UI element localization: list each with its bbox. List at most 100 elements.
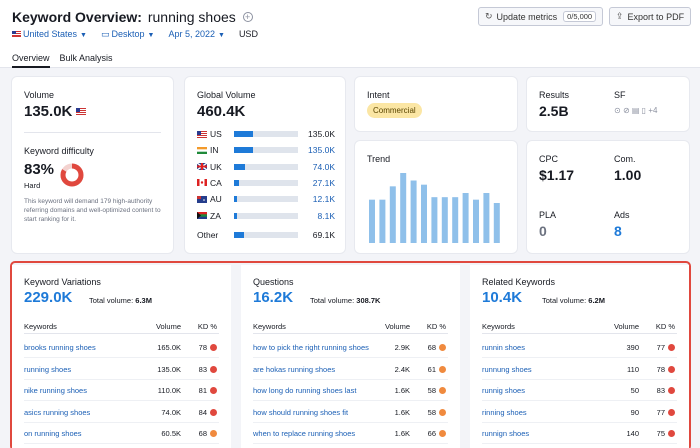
- table-row: how to pick the right running shoes 2.9K 6…: [253, 337, 448, 358]
- update-metrics-button[interactable]: ↻ Update metrics 0/5,000: [478, 7, 604, 26]
- trend-bar[interactable]: [462, 193, 469, 243]
- kd-indicator-icon: [668, 408, 675, 416]
- device-select[interactable]: ▭ Desktop ▼: [101, 29, 154, 40]
- us-flag-icon: [76, 108, 86, 115]
- kd-indicator-icon: [210, 387, 217, 394]
- trend-bar[interactable]: [473, 199, 479, 243]
- table-row: brooks running shoes 165.0K 78: [24, 337, 219, 358]
- table-row: are hokas running shoes 2.4K 61: [253, 359, 448, 380]
- country-bar-fill: [234, 212, 237, 219]
- pla-value: 0: [539, 223, 547, 239]
- table-row: on running shoes 60.5K 68: [24, 423, 219, 444]
- results-value: 2.5B: [539, 103, 569, 119]
- trend-bar[interactable]: [493, 203, 500, 243]
- country-code: US: [210, 129, 222, 139]
- trend-bar[interactable]: [483, 193, 490, 243]
- keyword-count[interactable]: 10.4K: [482, 289, 523, 306]
- trend-bar[interactable]: [452, 197, 459, 243]
- date-select[interactable]: Apr 5, 2022 ▼: [168, 29, 224, 40]
- keyword-link[interactable]: nike running shoes: [24, 386, 87, 395]
- keyword-volume: 1.6K: [394, 386, 410, 395]
- image-icon: ▤: [631, 106, 640, 115]
- keyword-link[interactable]: brooks running shoes: [24, 343, 96, 352]
- volume-label: Volume: [24, 90, 55, 100]
- country-bar: [234, 179, 298, 186]
- keyword-volume: 2.4K: [394, 364, 410, 374]
- keyword-link[interactable]: runnig shoes: [482, 386, 525, 395]
- keyword-link[interactable]: are hokas running shoes: [253, 364, 336, 374]
- sf-icons: ⊙ ⊘ ▤ ▯ +4: [614, 106, 657, 115]
- table-row: runnig shoes 50 83: [482, 380, 677, 401]
- trend-bar[interactable]: [389, 186, 396, 243]
- export-pdf-button[interactable]: ⇪ Export to PDF: [609, 7, 692, 26]
- keyword-volume: 110.0K: [157, 386, 181, 395]
- za-flag-icon: [197, 212, 207, 219]
- trend-bar[interactable]: [410, 180, 417, 244]
- sf-more[interactable]: +4: [648, 106, 658, 115]
- keyword-link[interactable]: how long do running shoes last: [253, 386, 357, 395]
- keyword-link[interactable]: on running shoes: [24, 429, 82, 438]
- keyword-link[interactable]: how to pick the right running shoes: [253, 343, 369, 352]
- ads-value[interactable]: 8: [614, 223, 622, 239]
- keyword-count[interactable]: 229.0K: [24, 289, 73, 306]
- sitelinks-icon: ▯: [641, 106, 647, 115]
- uk-flag-icon: [197, 163, 207, 171]
- trend-bar[interactable]: [379, 199, 386, 243]
- kd-indicator-icon: [210, 344, 217, 351]
- trend-bar[interactable]: [369, 199, 375, 243]
- country-bar: [234, 131, 298, 137]
- kd-indicator-icon: [668, 365, 675, 373]
- card-title[interactable]: Keyword Variations: [24, 277, 101, 287]
- global-volume-row-in[interactable]: IN 135.0K: [197, 144, 335, 156]
- trend-bar[interactable]: [441, 197, 448, 243]
- keyword-link[interactable]: runnin shoes: [482, 343, 525, 352]
- global-volume-row-us[interactable]: US 135.0K: [197, 128, 335, 140]
- keyword-link[interactable]: runnung shoes: [482, 364, 532, 374]
- keyword-link[interactable]: running shoes: [24, 364, 72, 374]
- keyword-link[interactable]: how should running shoes fit: [253, 407, 349, 417]
- keyword-volume: 60.5K: [161, 429, 181, 438]
- keyword-kd: 78: [198, 343, 207, 352]
- card-title[interactable]: Related Keywords: [482, 277, 556, 287]
- tab-overview[interactable]: Overview: [12, 53, 50, 68]
- trend-bar[interactable]: [421, 184, 427, 243]
- top-bar: Keyword Overview: running shoes + ↻ Upda…: [0, 0, 700, 68]
- global-volume-row-uk[interactable]: UK 74.0K: [197, 161, 335, 173]
- keyword-section-highlight: [10, 261, 691, 448]
- country-volume: 12.1K: [312, 194, 335, 205]
- ads-label: Ads: [614, 210, 630, 220]
- col-kd: KD %: [197, 322, 217, 331]
- tab-bulk-analysis[interactable]: Bulk Analysis: [59, 53, 113, 63]
- country-volume: 74.0K: [312, 161, 335, 172]
- col-volume: Volume: [384, 322, 410, 331]
- keyword-link[interactable]: rinning shoes: [482, 407, 527, 417]
- global-volume-row-za[interactable]: ZA 8.1K: [197, 210, 335, 222]
- total-volume: Total volume: 308.7K: [310, 296, 380, 305]
- country-bar: [234, 196, 298, 203]
- keyword-link[interactable]: asics running shoes: [24, 407, 91, 417]
- keyword-count[interactable]: 16.2K: [253, 289, 294, 306]
- table-row: running shoes 135.0K 83: [24, 359, 219, 380]
- global-volume-row-au[interactable]: AU 12.1K: [197, 193, 335, 205]
- trend-bar[interactable]: [400, 173, 407, 243]
- other-value: 69.1K: [312, 230, 335, 240]
- country-select[interactable]: United States ▼: [12, 29, 87, 40]
- keyword-kd: 78: [656, 364, 665, 374]
- pla-label: PLA: [539, 210, 557, 220]
- total-volume-value: 6.3M: [135, 296, 152, 305]
- country-code: CA: [210, 177, 222, 188]
- add-keyword-icon[interactable]: +: [242, 12, 253, 22]
- country-bar-fill: [234, 163, 245, 170]
- global-volume-row-ca[interactable]: CA 27.1K: [197, 177, 335, 189]
- trend-bar[interactable]: [431, 197, 438, 243]
- keyword-link[interactable]: runnign shoes: [482, 429, 530, 438]
- keyword-volume: 1.6K: [394, 429, 410, 438]
- desktop-icon: ▭: [100, 29, 110, 39]
- date-label: Apr 5, 2022: [168, 29, 215, 39]
- kd-indicator-icon: [668, 387, 675, 394]
- col-volume: Volume: [613, 322, 639, 331]
- table-row: runnign shoes 140 75: [482, 423, 677, 444]
- country-code: IN: [210, 145, 219, 156]
- card-title[interactable]: Questions: [253, 277, 294, 287]
- keyword-link[interactable]: when to replace running shoes: [253, 429, 356, 438]
